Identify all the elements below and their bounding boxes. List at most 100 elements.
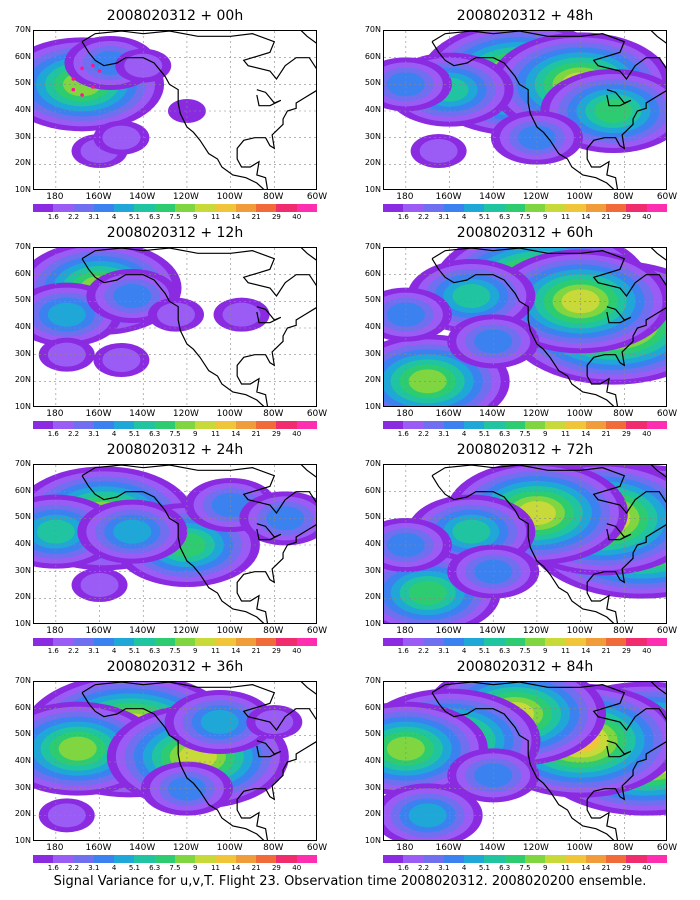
- lat-tick-label: 70N: [364, 459, 381, 468]
- heatmap-svg: [384, 682, 666, 840]
- map-plot-area: [33, 247, 317, 407]
- lon-tick-label: 140W: [129, 843, 156, 853]
- colorbar-tick-label: 4: [111, 213, 117, 221]
- colorbar-swatch: [53, 855, 75, 863]
- lon-tick-label: 120W: [172, 409, 199, 419]
- flight-track-point: [97, 69, 102, 73]
- colorbar-tick-label: 11: [211, 864, 221, 872]
- colorbar-tick-label: 7.5: [519, 647, 531, 655]
- lat-tick-label: 30N: [364, 782, 381, 792]
- flight-track-point: [91, 63, 95, 68]
- colorbar-tick-label: 5.1: [478, 430, 490, 438]
- colorbar-tick-label: 3.1: [88, 213, 100, 221]
- colorbar-tick-label: 3.1: [438, 864, 450, 872]
- lon-tick-label: 120W: [522, 626, 549, 636]
- colorbar-swatch: [464, 204, 485, 212]
- colorbar-swatch: [606, 204, 627, 212]
- coastline: [650, 31, 666, 44]
- colorbar-tick-label: 1.6: [397, 213, 409, 221]
- lon-tick-label: 100W: [566, 843, 593, 853]
- colorbar-tick-label: 5.1: [478, 864, 490, 872]
- heat-contour: [47, 803, 86, 828]
- colorbar-swatch: [195, 204, 217, 212]
- coastline: [256, 523, 282, 541]
- colorbar-swatch: [545, 421, 567, 429]
- coastline: [300, 31, 316, 44]
- panel-title: 2008020312 + 84h: [456, 659, 594, 675]
- lon-tick-label: 100W: [216, 409, 243, 419]
- coastline: [300, 248, 316, 261]
- lon-tick-label: 160W: [85, 843, 112, 853]
- heat-contour: [102, 348, 141, 372]
- colorbar-swatch: [93, 855, 115, 863]
- colorbar-tick-label: 29: [271, 647, 281, 655]
- colorbar-tick-label: 40: [642, 864, 652, 872]
- lon-tick-label: 80W: [613, 192, 634, 202]
- lon-tick-label: 140W: [129, 409, 156, 419]
- colorbar-swatch: [626, 638, 648, 646]
- coastline: [431, 475, 615, 623]
- colorbar-tick-label: 14: [231, 213, 241, 221]
- colorbar-tick-label: 29: [271, 430, 281, 438]
- panel-title: 2008020312 + 48h: [456, 8, 594, 24]
- colorbar-tick-label: 6.3: [149, 864, 161, 872]
- colorbar-tick-label: 6.3: [499, 430, 511, 438]
- colorbar-tick-label: 40: [292, 864, 302, 872]
- colorbar-tick-label: 29: [621, 864, 631, 872]
- colorbar-swatch: [73, 421, 95, 429]
- heat-contour: [222, 302, 261, 327]
- lon-tick-label: 120W: [522, 409, 549, 419]
- lon-tick-label: 120W: [172, 843, 199, 853]
- colorbar-swatch: [154, 421, 176, 429]
- lat-tick-label: 40N: [14, 539, 31, 548]
- colorbar-swatch: [73, 855, 95, 863]
- coastline: [81, 248, 316, 406]
- colorbar-tick-label: 11: [211, 647, 221, 655]
- colorbar-swatch: [545, 855, 567, 863]
- colorbar-tick-label: 40: [642, 430, 652, 438]
- colorbar-tick-label: 1.6: [397, 647, 409, 655]
- colorbar-swatch: [646, 421, 667, 429]
- lat-tick-label: 30N: [14, 782, 31, 792]
- lon-tick-label: 160W: [435, 192, 462, 202]
- colorbar-tick-label: 1.6: [47, 430, 59, 438]
- colorbar-tick-label: 6.3: [149, 647, 161, 655]
- colorbar-swatch: [53, 638, 75, 646]
- heat-contour: [408, 803, 447, 828]
- colorbar-swatch: [235, 421, 257, 429]
- colorbar-tick-label: 21: [251, 430, 261, 438]
- heat-contour: [594, 99, 633, 123]
- heatmap-svg: [34, 31, 316, 189]
- colorbar-swatch: [235, 638, 257, 646]
- heat-contour: [113, 284, 152, 308]
- colorbar: [33, 204, 317, 212]
- lat-tick-label: 30N: [14, 131, 31, 141]
- colorbar-tick-label: 7.5: [169, 213, 181, 221]
- lon-tick-label: 160W: [85, 409, 112, 419]
- colorbar-tick-label: 21: [601, 864, 611, 872]
- colorbar-swatch: [525, 638, 546, 646]
- lat-tick-label: 50N: [14, 729, 31, 739]
- coastline: [431, 31, 666, 189]
- heat-contour: [47, 342, 86, 367]
- coastline: [650, 682, 666, 695]
- colorbar-swatch: [154, 204, 176, 212]
- colorbar-swatch: [215, 855, 237, 863]
- coastline: [300, 682, 316, 695]
- colorbar-tick-label: 1.6: [397, 864, 409, 872]
- colorbar-swatch: [33, 204, 54, 212]
- colorbar-swatch: [504, 855, 526, 863]
- panel-title: 2008020312 + 12h: [106, 225, 244, 241]
- colorbar-swatch: [114, 204, 135, 212]
- lat-tick-label: 20N: [364, 375, 381, 385]
- flight-track-point: [80, 93, 84, 97]
- colorbar-swatch: [646, 855, 667, 863]
- lat-tick-label: 20N: [14, 375, 31, 385]
- colorbar-swatch: [33, 421, 54, 429]
- heat-contour: [474, 763, 513, 788]
- coastline: [431, 465, 666, 623]
- colorbar-tick-label: 2.2: [67, 864, 80, 872]
- colorbar-swatch: [403, 421, 425, 429]
- lat-tick-label: 60N: [14, 485, 31, 495]
- lat-tick-label: 30N: [364, 565, 381, 575]
